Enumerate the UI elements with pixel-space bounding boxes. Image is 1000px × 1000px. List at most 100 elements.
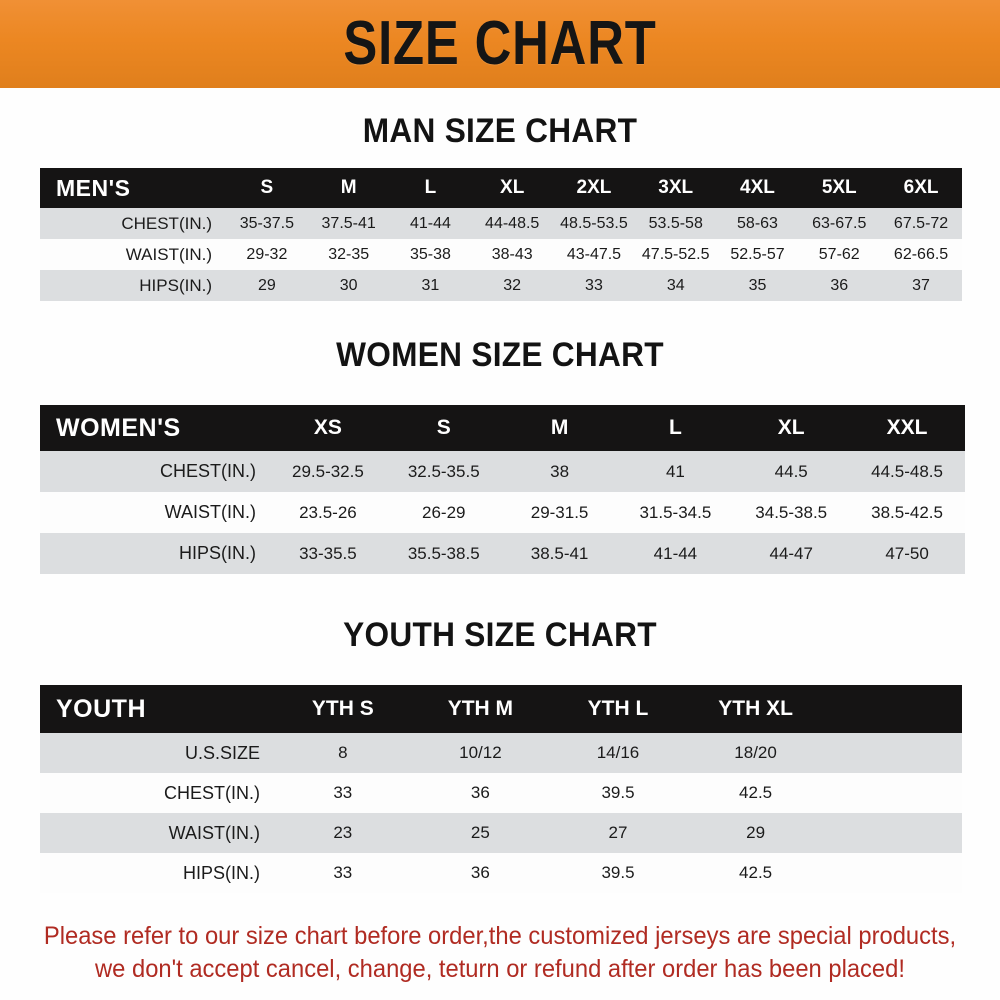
- men-cell: 34: [634, 270, 717, 301]
- youth-row-label: CHEST(IN.): [40, 773, 274, 813]
- table-row: CHEST(IN.) 35-37.5 37.5-41 41-44 44-48.5…: [40, 208, 962, 239]
- men-cell: 63-67.5: [798, 208, 881, 239]
- men-cell: 38-43: [471, 239, 554, 270]
- youth-cell: 42.5: [686, 853, 825, 893]
- women-cell: 38.5-42.5: [849, 492, 965, 533]
- men-col-header: 3XL: [634, 168, 717, 208]
- women-col-header: S: [385, 405, 502, 451]
- youth-cell: 8: [274, 733, 412, 773]
- women-col-header: XL: [733, 405, 850, 451]
- youth-row-label: HIPS(IN.): [40, 853, 274, 893]
- table-row: WAIST(IN.) 23 25 27 29: [40, 813, 962, 853]
- youth-cell: 39.5: [549, 853, 687, 893]
- women-table-body: CHEST(IN.) 29.5-32.5 32.5-35.5 38 41 44.…: [40, 451, 965, 574]
- youth-col-header: YTH S: [274, 685, 412, 733]
- youth-corner-label: YOUTH: [40, 685, 274, 733]
- men-cell: 35: [716, 270, 799, 301]
- men-cell: 29-32: [226, 239, 308, 270]
- men-col-header: 6XL: [880, 168, 962, 208]
- men-cell: 37: [880, 270, 962, 301]
- women-table-head: WOMEN'S XS S M L XL XXL: [40, 405, 965, 451]
- women-cell: 29.5-32.5: [270, 451, 386, 492]
- table-row: HIPS(IN.) 33-35.5 35.5-38.5 38.5-41 41-4…: [40, 533, 965, 574]
- men-table-grid: MEN'S S M L XL 2XL 3XL 4XL 5XL 6XL CHEST…: [40, 168, 962, 301]
- table-row: WAIST(IN.) 29-32 32-35 35-38 38-43 43-47…: [40, 239, 962, 270]
- men-header-row: MEN'S S M L XL 2XL 3XL 4XL 5XL 6XL: [40, 168, 962, 208]
- women-corner-label: WOMEN'S: [40, 405, 270, 451]
- women-col-header: XS: [270, 405, 386, 451]
- men-col-header: 4XL: [716, 168, 799, 208]
- youth-cell: 42.5: [686, 773, 825, 813]
- youth-spacer-cell: [824, 853, 962, 893]
- women-cell: 31.5-34.5: [617, 492, 734, 533]
- men-cell: 67.5-72: [880, 208, 962, 239]
- men-cell: 35-38: [389, 239, 472, 270]
- youth-cell: 39.5: [549, 773, 687, 813]
- page-banner: SIZE CHART: [0, 0, 1000, 88]
- youth-cell: 23: [274, 813, 412, 853]
- men-cell: 35-37.5: [226, 208, 308, 239]
- women-cell: 38.5-41: [501, 533, 618, 574]
- men-cell: 62-66.5: [880, 239, 962, 270]
- youth-table-body: U.S.SIZE 8 10/12 14/16 18/20 CHEST(IN.) …: [40, 733, 962, 893]
- disclaimer-line-2: we don't accept cancel, change, teturn o…: [95, 955, 905, 983]
- youth-spacer-cell: [824, 773, 962, 813]
- women-cell: 32.5-35.5: [385, 451, 502, 492]
- women-size-table: WOMEN'S XS S M L XL XXL CHEST(IN.) 29.5-…: [40, 405, 965, 574]
- men-col-header: 2XL: [553, 168, 635, 208]
- table-row: HIPS(IN.) 33 36 39.5 42.5: [40, 853, 962, 893]
- men-col-header: 5XL: [798, 168, 881, 208]
- men-table-body: CHEST(IN.) 35-37.5 37.5-41 41-44 44-48.5…: [40, 208, 962, 301]
- women-col-header: L: [617, 405, 734, 451]
- youth-cell: 18/20: [686, 733, 825, 773]
- women-cell: 47-50: [849, 533, 965, 574]
- men-cell: 52.5-57: [716, 239, 799, 270]
- men-cell: 44-48.5: [471, 208, 554, 239]
- disclaimer-note: Please refer to our size chart before or…: [25, 920, 975, 986]
- youth-spacer-cell: [824, 733, 962, 773]
- men-table-head: MEN'S S M L XL 2XL 3XL 4XL 5XL 6XL: [40, 168, 962, 208]
- men-cell: 29: [226, 270, 308, 301]
- youth-section-title: YOUTH SIZE CHART: [343, 616, 657, 654]
- men-col-header: S: [226, 168, 308, 208]
- table-row: HIPS(IN.) 29 30 31 32 33 34 35 36 37: [40, 270, 962, 301]
- women-cell: 35.5-38.5: [385, 533, 502, 574]
- women-col-header: XXL: [849, 405, 965, 451]
- youth-col-header: YTH L: [549, 685, 687, 733]
- men-cell: 36: [798, 270, 881, 301]
- women-cell: 44-47: [733, 533, 850, 574]
- women-header-row: WOMEN'S XS S M L XL XXL: [40, 405, 965, 451]
- men-cell: 47.5-52.5: [634, 239, 717, 270]
- men-cell: 32: [471, 270, 554, 301]
- women-cell: 23.5-26: [270, 492, 386, 533]
- men-row-label: WAIST(IN.): [40, 239, 226, 270]
- women-cell: 29-31.5: [501, 492, 618, 533]
- men-row-label: CHEST(IN.): [40, 208, 226, 239]
- men-corner-label: MEN'S: [40, 168, 226, 208]
- women-cell: 33-35.5: [270, 533, 386, 574]
- men-cell: 57-62: [798, 239, 881, 270]
- women-cell: 41-44: [617, 533, 734, 574]
- women-section-title: WOMEN SIZE CHART: [336, 336, 664, 374]
- women-cell: 34.5-38.5: [733, 492, 850, 533]
- women-col-header: M: [501, 405, 618, 451]
- youth-cell: 10/12: [411, 733, 550, 773]
- women-cell: 44.5-48.5: [849, 451, 965, 492]
- youth-cell: 36: [411, 773, 550, 813]
- youth-cell: 33: [274, 773, 412, 813]
- table-row: U.S.SIZE 8 10/12 14/16 18/20: [40, 733, 962, 773]
- women-cell: 44.5: [733, 451, 850, 492]
- men-size-table: MEN'S S M L XL 2XL 3XL 4XL 5XL 6XL CHEST…: [40, 168, 962, 301]
- women-table-grid: WOMEN'S XS S M L XL XXL CHEST(IN.) 29.5-…: [40, 405, 965, 574]
- youth-table-grid: YOUTH YTH S YTH M YTH L YTH XL U.S.SIZE …: [40, 685, 962, 893]
- men-cell: 31: [389, 270, 472, 301]
- men-col-header: XL: [471, 168, 554, 208]
- youth-spacer-head: [824, 685, 962, 733]
- women-cell: 38: [501, 451, 618, 492]
- youth-row-label: U.S.SIZE: [40, 733, 274, 773]
- youth-spacer-cell: [824, 813, 962, 853]
- women-cell: 41: [617, 451, 734, 492]
- women-cell: 26-29: [385, 492, 502, 533]
- youth-cell: 33: [274, 853, 412, 893]
